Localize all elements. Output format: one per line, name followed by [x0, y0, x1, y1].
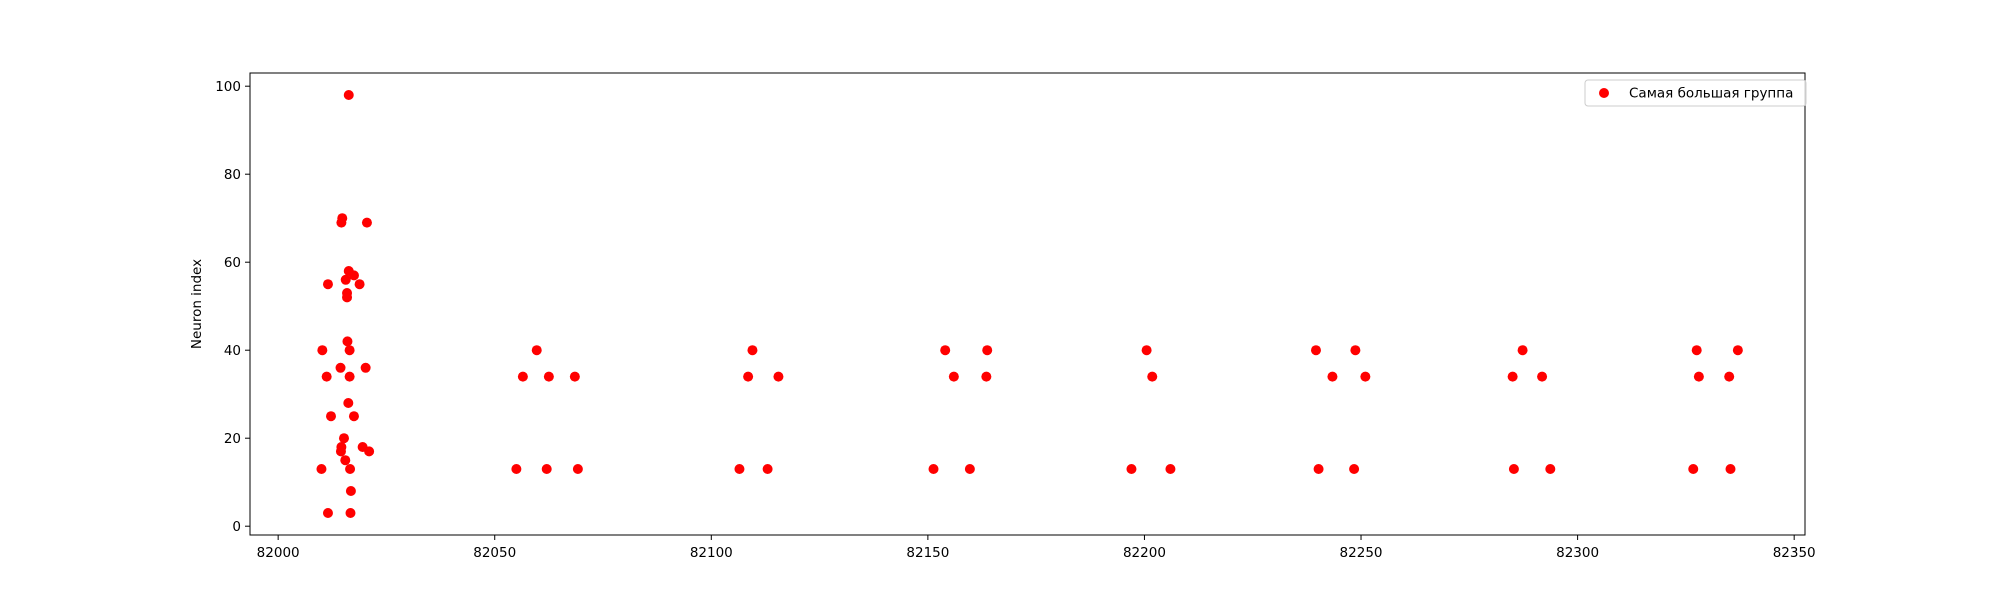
data-point [569, 371, 580, 382]
data-point [1147, 371, 1158, 382]
data-point [1545, 464, 1556, 474]
y-tick-label: 0 [232, 519, 241, 535]
legend: Самая большая группа [1584, 79, 1807, 107]
y-tick-label: 40 [224, 343, 241, 359]
data-point [1126, 464, 1137, 474]
data-point [517, 371, 528, 382]
data-point [345, 464, 356, 474]
data-point [1537, 371, 1548, 382]
y-tick-label: 80 [224, 167, 241, 183]
x-tick-label: 82050 [473, 545, 516, 561]
data-point [1310, 345, 1321, 356]
data-point [340, 274, 351, 285]
data-point [734, 464, 745, 474]
data-point [322, 279, 333, 290]
data-point [340, 455, 351, 466]
data-point [1691, 345, 1702, 356]
x-tick-label: 82200 [1123, 545, 1166, 561]
y-tick-label: 20 [224, 431, 241, 447]
data-point [743, 371, 754, 382]
data-point [1507, 371, 1518, 382]
data-point [1508, 464, 1519, 474]
legend-box [1584, 79, 1807, 107]
data-point [322, 508, 333, 518]
data-point [344, 345, 355, 356]
data-point [338, 433, 349, 444]
data-point [1688, 464, 1699, 474]
data-point [773, 371, 784, 382]
data-point [1165, 464, 1176, 474]
data-point [541, 464, 552, 474]
data-point [572, 464, 583, 474]
data-point [343, 90, 354, 100]
data-point [348, 411, 359, 422]
x-axis: 82000 82050 82100 82150 82200 82250 82300 82350 [257, 535, 1816, 561]
data-point [1141, 345, 1152, 356]
data-point [337, 213, 348, 224]
legend-label: Самая большая группа [1629, 86, 1793, 102]
data-point [948, 371, 959, 382]
data-point [344, 371, 355, 382]
data-point [360, 362, 371, 373]
data-point [354, 279, 365, 290]
data-point [343, 398, 354, 408]
data-point [1693, 371, 1704, 382]
data-point [1724, 371, 1735, 382]
data-point [940, 345, 951, 356]
x-tick-label: 82100 [690, 545, 733, 561]
data-point [1313, 464, 1324, 474]
data-point [511, 464, 522, 474]
data-point [348, 270, 359, 281]
data-points [316, 90, 1743, 518]
y-tick-label: 60 [224, 255, 241, 271]
data-point [317, 345, 328, 356]
data-point [762, 464, 773, 474]
x-tick-label: 82350 [1773, 545, 1816, 561]
data-point [342, 336, 353, 347]
data-point [361, 217, 372, 228]
data-point [1725, 464, 1736, 474]
legend-marker [1599, 88, 1609, 98]
y-tick-label: 100 [215, 79, 241, 95]
data-point [1517, 345, 1528, 356]
y-axis-label: Neuron index [189, 259, 205, 349]
data-point [364, 446, 375, 457]
data-point [1349, 464, 1360, 474]
data-point [531, 345, 542, 356]
data-point [982, 345, 993, 356]
data-point [335, 362, 346, 373]
data-point [345, 486, 356, 496]
data-point [316, 464, 327, 474]
x-tick-label: 82300 [1556, 545, 1599, 561]
x-tick-label: 82000 [257, 545, 300, 561]
data-point [981, 371, 992, 382]
data-point [1360, 371, 1371, 382]
data-point [747, 345, 758, 356]
data-point [543, 371, 554, 382]
x-tick-label: 82150 [906, 545, 949, 561]
data-point [336, 442, 347, 452]
y-axis: 0 20 40 60 80 100 [215, 79, 250, 535]
data-point [1327, 371, 1338, 382]
plot-area-frame [249, 72, 1806, 536]
data-point [928, 464, 939, 474]
data-point [342, 292, 353, 303]
data-point [1732, 345, 1743, 356]
x-tick-label: 82250 [1340, 545, 1383, 561]
data-point [326, 411, 336, 422]
data-point [1350, 345, 1361, 356]
data-point [345, 508, 356, 518]
data-point [964, 464, 975, 474]
data-point [321, 371, 332, 382]
